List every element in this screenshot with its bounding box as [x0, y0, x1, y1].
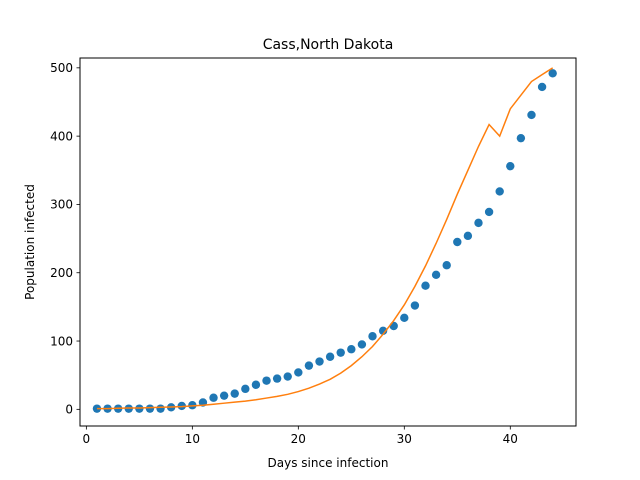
- fit-line: [96, 67, 554, 410]
- data-point: [442, 261, 451, 270]
- data-point: [474, 218, 483, 228]
- data-point: [506, 161, 515, 171]
- chart-title: Cass,North Dakota: [263, 37, 394, 53]
- data-point: [389, 321, 398, 331]
- x-tick-label: 40: [503, 432, 518, 446]
- y-tick-label: 0: [65, 403, 73, 417]
- data-point: [304, 361, 314, 370]
- y-tick-label: 200: [50, 266, 73, 280]
- data-point: [357, 340, 367, 349]
- data-point: [410, 301, 420, 310]
- plot-area: [92, 67, 557, 413]
- data-point: [325, 352, 335, 361]
- y-tick-label: 300: [50, 198, 73, 212]
- x-tick-label: 0: [83, 432, 91, 446]
- data-point: [548, 69, 557, 78]
- y-tick-label: 100: [50, 334, 73, 348]
- x-tick-label: 30: [397, 432, 412, 446]
- data-point: [219, 391, 229, 400]
- x-axis: 0 10 20 30 40: [83, 426, 518, 446]
- x-tick-label: 10: [185, 432, 200, 446]
- data-point: [262, 376, 271, 385]
- data-point: [209, 393, 218, 402]
- data-point: [294, 368, 303, 377]
- y-tick-label: 400: [50, 129, 73, 143]
- axes-frame: [79, 57, 577, 427]
- data-point: [251, 380, 261, 389]
- x-tick-label: 20: [291, 432, 306, 446]
- y-axis: 0 100 200 300 400 500: [50, 61, 80, 417]
- data-point: [283, 372, 292, 381]
- data-point: [156, 404, 165, 413]
- y-tick-label: 500: [50, 61, 73, 75]
- data-point: [400, 313, 409, 323]
- data-point: [421, 281, 430, 290]
- data-point: [516, 133, 526, 143]
- data-point: [537, 82, 547, 92]
- data-point: [336, 348, 345, 357]
- data-point: [92, 404, 102, 413]
- data-point: [272, 374, 282, 383]
- data-point: [230, 389, 239, 398]
- data-point: [453, 237, 462, 247]
- data-point: [347, 345, 356, 354]
- data-point: [145, 404, 155, 413]
- data-point: [241, 384, 250, 394]
- data-point: [495, 187, 504, 196]
- data-point: [368, 332, 377, 341]
- data-point: [315, 357, 324, 366]
- data-point: [378, 326, 388, 335]
- x-axis-label: Days since infection: [268, 456, 389, 470]
- y-axis-label: Population infected: [23, 184, 37, 300]
- data-point: [431, 270, 441, 279]
- data-point: [463, 231, 473, 241]
- data-point: [484, 207, 494, 217]
- data-point: [527, 110, 536, 120]
